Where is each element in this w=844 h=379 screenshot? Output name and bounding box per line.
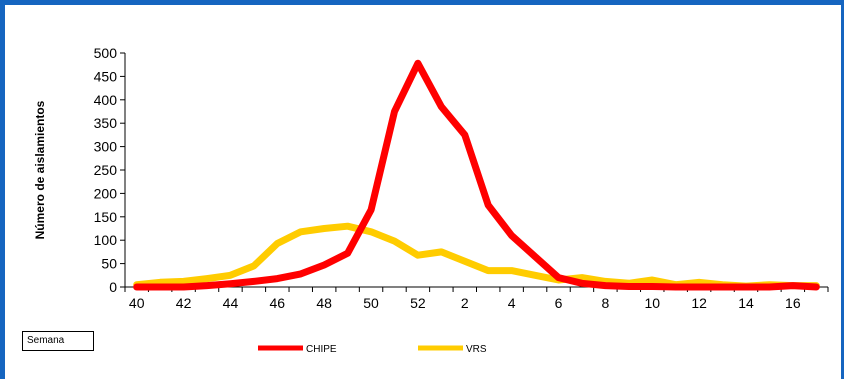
legend: CHIPE VRS [258,344,487,355]
x-axis-label: Semana [22,331,94,351]
x-tick-label: 14 [738,295,754,311]
x-tick-label: 44 [223,295,239,311]
series-line-vrs [133,222,820,290]
legend-label-vrs: VRS [466,344,487,355]
x-axis: 40 42 44 46 48 50 52 2 4 6 8 10 12 14 16 [124,286,829,311]
y-axis-label: Número de aislamientos [33,100,47,239]
x-tick-label: 4 [508,295,516,311]
y-tick-label: 400 [94,92,118,108]
y-tick-label: 150 [94,209,118,225]
x-tick-label: 52 [410,295,426,311]
legend-label-chipe: CHIPE [306,344,337,355]
y-tick-label: 250 [94,162,118,178]
y-tick-label: 300 [94,139,118,155]
x-tick-label: 42 [176,295,192,311]
x-tick-label: 8 [601,295,609,311]
y-tick-label: 500 [94,45,118,61]
y-tick-label: 350 [94,115,118,131]
x-tick-label: 46 [270,295,286,311]
y-tick-label: 0 [109,279,117,295]
y-tick-label: 200 [94,185,118,201]
y-axis: 0 50 100 150 200 250 300 350 400 450 500 [94,45,126,295]
x-tick-label: 2 [461,295,469,311]
plot-lines [133,59,820,291]
x-tick-label: 12 [691,295,707,311]
x-tick-label: 50 [363,295,379,311]
y-tick-label: 100 [94,232,118,248]
series-line-chipe [133,59,820,291]
x-tick-label: 16 [785,295,801,311]
y-tick-label: 50 [101,256,117,272]
x-tick-label: 6 [555,295,563,311]
x-tick-label: 40 [129,295,145,311]
x-tick-label: 48 [316,295,332,311]
x-tick-label: 10 [644,295,660,311]
y-tick-label: 450 [94,68,118,84]
